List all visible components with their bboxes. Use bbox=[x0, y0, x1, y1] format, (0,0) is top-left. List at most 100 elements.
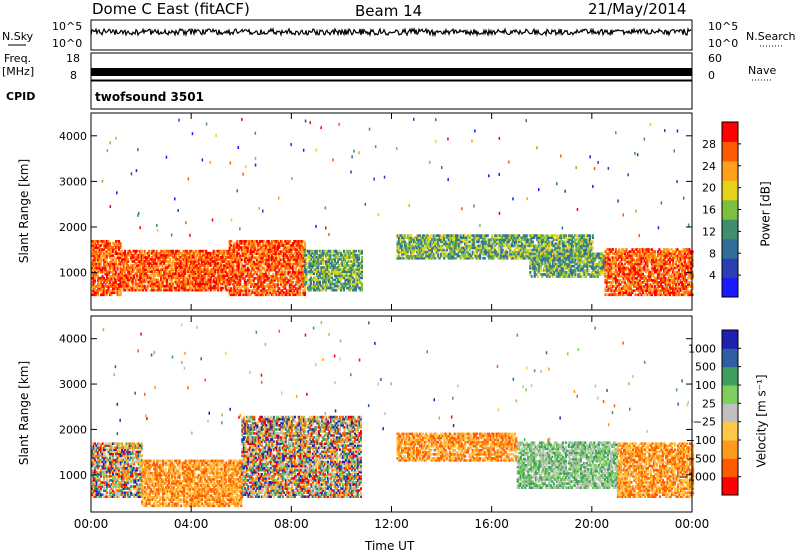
heatmap-cell bbox=[317, 272, 320, 276]
heatmap-cell bbox=[455, 234, 458, 237]
heatmap-cell bbox=[521, 248, 524, 252]
heatmap-cell bbox=[411, 252, 414, 256]
heatmap-cell bbox=[602, 269, 605, 272]
heatmap-cell bbox=[243, 246, 246, 249]
heatmap-cell bbox=[535, 262, 538, 266]
heatmap-cell bbox=[149, 251, 152, 255]
heatmap-cell bbox=[435, 250, 438, 254]
heatmap-cell bbox=[477, 254, 480, 258]
heatmap-cell bbox=[226, 249, 229, 253]
heatmap-cell bbox=[560, 256, 563, 260]
heatmap-cell bbox=[299, 256, 302, 260]
heatmap-cell bbox=[272, 268, 275, 272]
heatmap-cell bbox=[233, 268, 236, 272]
heatmap-cell bbox=[273, 291, 276, 294]
heatmap-cell bbox=[587, 250, 590, 254]
heatmap-cell bbox=[158, 272, 161, 276]
heatmap-cell bbox=[299, 268, 302, 272]
heatmap-cell bbox=[110, 274, 113, 278]
heatmap-cell bbox=[296, 242, 299, 245]
heatmap-cell bbox=[113, 244, 116, 247]
heatmap-cell bbox=[401, 254, 404, 258]
heatmap-cell bbox=[312, 268, 315, 271]
heatmap-cell bbox=[185, 276, 188, 280]
heatmap-cell bbox=[104, 289, 107, 292]
heatmap-cell bbox=[264, 242, 267, 245]
heatmap-cell bbox=[360, 284, 363, 288]
heatmap-cell bbox=[267, 272, 270, 276]
heatmap-cell bbox=[604, 279, 607, 282]
heatmap-cell bbox=[616, 272, 619, 276]
heatmap-cell bbox=[578, 240, 581, 244]
heatmap-cell bbox=[109, 291, 112, 294]
heatmap-cell bbox=[545, 275, 548, 278]
heatmap-cell bbox=[620, 272, 623, 276]
heatmap-cell bbox=[124, 270, 127, 273]
heatmap-cell bbox=[575, 262, 578, 266]
heatmap-cell bbox=[166, 278, 169, 282]
heatmap-cell bbox=[522, 256, 525, 260]
heatmap-cell bbox=[431, 256, 434, 260]
heatmap-cell bbox=[234, 281, 237, 284]
heatmap-cell bbox=[248, 252, 251, 255]
heatmap-cell bbox=[246, 240, 249, 243]
heatmap-cell bbox=[143, 268, 146, 271]
heatmap-cell bbox=[119, 250, 122, 253]
heatmap-cell bbox=[315, 278, 318, 282]
heatmap-cell bbox=[333, 253, 336, 257]
heatmap-cell bbox=[278, 293, 281, 297]
heatmap-cell bbox=[590, 248, 593, 252]
heatmap-cell bbox=[559, 275, 562, 278]
heatmap-cell bbox=[497, 246, 500, 250]
heatmap-cell bbox=[169, 286, 172, 290]
heatmap-cell bbox=[570, 236, 573, 240]
heatmap-cell bbox=[548, 254, 551, 258]
heatmap-cell bbox=[287, 291, 290, 294]
heatmap-cell bbox=[569, 250, 572, 254]
heatmap-cell bbox=[440, 240, 443, 244]
heatmap-cell bbox=[267, 252, 270, 255]
heatmap-cell bbox=[161, 278, 164, 282]
heatmap-cell bbox=[110, 291, 113, 294]
heatmap-cell bbox=[507, 238, 510, 242]
heatmap-cell bbox=[124, 251, 127, 255]
heatmap-cell bbox=[257, 260, 260, 264]
heatmap-cell bbox=[342, 256, 345, 259]
heatmap-cell bbox=[507, 242, 510, 246]
heatmap-cell bbox=[172, 274, 175, 278]
heatmap-cell bbox=[558, 246, 561, 250]
heatmap-cell bbox=[435, 248, 438, 252]
heatmap-cell bbox=[278, 270, 281, 274]
heatmap-cell bbox=[172, 251, 175, 255]
heatmap-cell bbox=[273, 287, 276, 290]
heatmap-cell bbox=[97, 281, 100, 284]
heatmap-cell bbox=[143, 266, 146, 269]
station-title: Dome C East (fitACF) bbox=[92, 0, 250, 18]
heatmap-cell bbox=[302, 272, 305, 276]
heatmap-cell bbox=[157, 270, 160, 273]
heatmap-cell bbox=[136, 262, 139, 265]
heatmap-cell bbox=[434, 238, 437, 242]
heatmap-cell bbox=[342, 268, 345, 271]
heatmap-cell bbox=[294, 272, 297, 276]
heatmap-cell bbox=[92, 250, 95, 253]
heatmap-cell bbox=[303, 248, 306, 251]
heatmap-cell bbox=[157, 278, 160, 282]
heatmap-cell bbox=[145, 256, 148, 259]
heatmap-cell bbox=[133, 288, 136, 292]
heatmap-cell bbox=[452, 242, 455, 246]
heatmap-cell bbox=[533, 260, 536, 264]
heatmap-cell bbox=[167, 274, 170, 278]
heatmap-cell bbox=[122, 278, 125, 282]
heatmap-cell bbox=[572, 260, 575, 264]
heatmap-cell bbox=[327, 270, 330, 273]
heatmap-cell bbox=[290, 289, 293, 292]
heatmap-cell bbox=[617, 274, 620, 278]
heatmap-cell bbox=[532, 258, 535, 262]
heatmap-cell bbox=[94, 244, 97, 247]
heatmap-cell bbox=[242, 266, 245, 270]
heatmap-cell bbox=[569, 264, 572, 268]
heatmap-cell bbox=[333, 278, 336, 282]
heatmap-cell bbox=[522, 234, 525, 237]
heatmap-cell bbox=[236, 262, 239, 266]
